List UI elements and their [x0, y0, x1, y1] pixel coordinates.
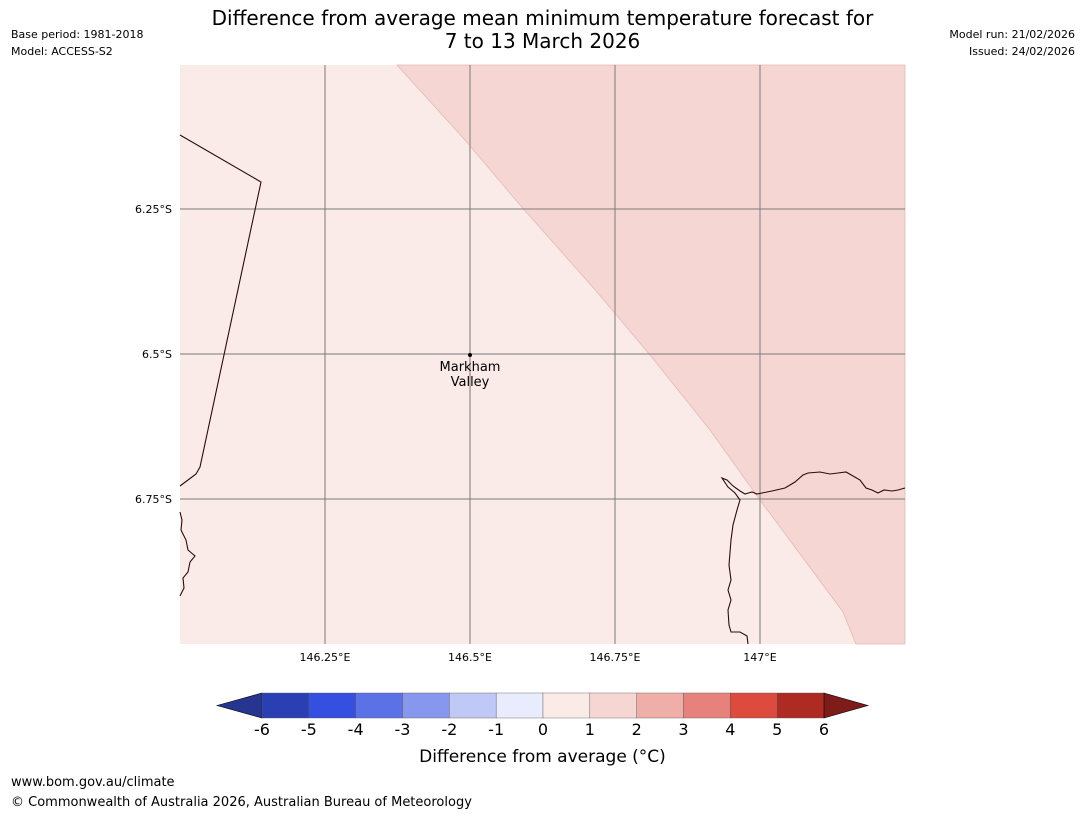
- colorbar-extend-high: [823, 692, 870, 719]
- title-line-2: 7 to 13 March 2026: [444, 29, 641, 53]
- place-label-line-1: Markham: [439, 360, 501, 375]
- colorbar-tick-label: -1: [488, 720, 505, 739]
- colorbar-segment: [542, 692, 591, 719]
- colorbar-tick-label: -2: [441, 720, 458, 739]
- colorbar-tick-label: 3: [678, 720, 689, 739]
- colorbar-segment: [402, 692, 450, 719]
- lat-label-6-5: 6.5°S: [142, 348, 172, 361]
- meta-left: Base period: 1981-2018 Model: ACCESS-S2: [11, 26, 143, 60]
- colorbar-segment: [636, 692, 684, 719]
- colorbar: [215, 692, 870, 719]
- colorbar-segment: [449, 692, 497, 719]
- lat-label-6-25: 6.25°S: [135, 203, 172, 216]
- colorbar-tick-label: 2: [631, 720, 642, 739]
- colorbar-tick-label: 6: [818, 720, 830, 739]
- colorbar-segment: [683, 692, 731, 719]
- colorbar-tick-label: 0: [537, 720, 549, 739]
- colorbar-segment: [730, 692, 778, 719]
- model-run-text: Model run: 21/02/2026: [949, 28, 1075, 41]
- boundary-line-west: [179, 134, 262, 487]
- lon-label-146-5: 146.5°E: [448, 651, 492, 664]
- lon-label-146-75: 146.75°E: [589, 651, 641, 664]
- issued-text: Issued: 24/02/2026: [968, 45, 1075, 58]
- colorbar-segment: [308, 692, 356, 719]
- colorbar-tick-label: -3: [394, 720, 411, 739]
- lon-label-146-25: 146.25°E: [299, 651, 351, 664]
- colorbar-tick-label: -4: [347, 720, 364, 739]
- place-label: Markham Valley: [420, 360, 520, 390]
- base-period-text: Base period: 1981-2018: [11, 28, 144, 41]
- colorbar-segment: [261, 692, 310, 719]
- title-line-1: Difference from average mean minimum tem…: [211, 6, 874, 30]
- colorbar-tick-label: 4: [725, 720, 736, 739]
- colorbar-label: Difference from average (°C): [419, 747, 666, 767]
- chart-title: Difference from average mean minimum tem…: [180, 7, 905, 53]
- colorbar-segment: [495, 692, 544, 719]
- colorbar-segment: [776, 692, 825, 719]
- coastline-southwest: [179, 511, 196, 597]
- model-text: Model: ACCESS-S2: [11, 45, 113, 58]
- footer-copyright: © Commonwealth of Australia 2026, Austra…: [11, 795, 472, 810]
- colorbar-tick-label: 5: [772, 720, 783, 739]
- footer-url: www.bom.gov.au/climate: [11, 775, 175, 790]
- markham-valley-marker: [468, 353, 472, 357]
- colorbar-segment: [355, 692, 403, 719]
- meta-right: Model run: 21/02/2026 Issued: 24/02/2026: [949, 26, 1075, 60]
- colorbar-segment: [589, 692, 637, 719]
- coastline-southeast: [720, 471, 906, 645]
- lat-label-6-75: 6.75°S: [135, 493, 172, 506]
- colorbar-tick-label: 1: [584, 720, 595, 739]
- place-label-line-2: Valley: [450, 375, 490, 390]
- lon-label-147: 147°E: [743, 651, 777, 664]
- colorbar-tick-label: -5: [300, 720, 317, 739]
- colorbar-tick-label: -6: [254, 720, 270, 739]
- colorbar-extend-low: [215, 692, 263, 719]
- coastlines: [179, 134, 906, 645]
